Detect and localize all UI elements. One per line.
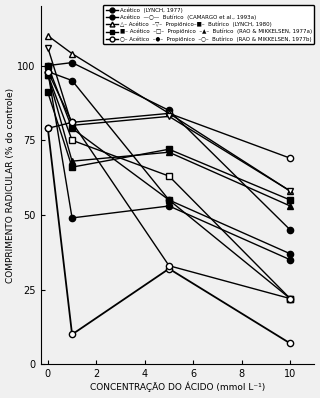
Y-axis label: COMPRIMENTO RADICULAR (% do controle): COMPRIMENTO RADICULAR (% do controle) [5, 88, 14, 283]
Legend: Acético  (LYNCH, 1977), Acético  —○—  Butírico  (CAMARGO et al., 1993a), △– Acét: Acético (LYNCH, 1977), Acético —○— Butír… [103, 5, 315, 44]
X-axis label: CONCENTRAÇÃO DO ÁCIDO (mmol L⁻¹): CONCENTRAÇÃO DO ÁCIDO (mmol L⁻¹) [90, 382, 265, 392]
